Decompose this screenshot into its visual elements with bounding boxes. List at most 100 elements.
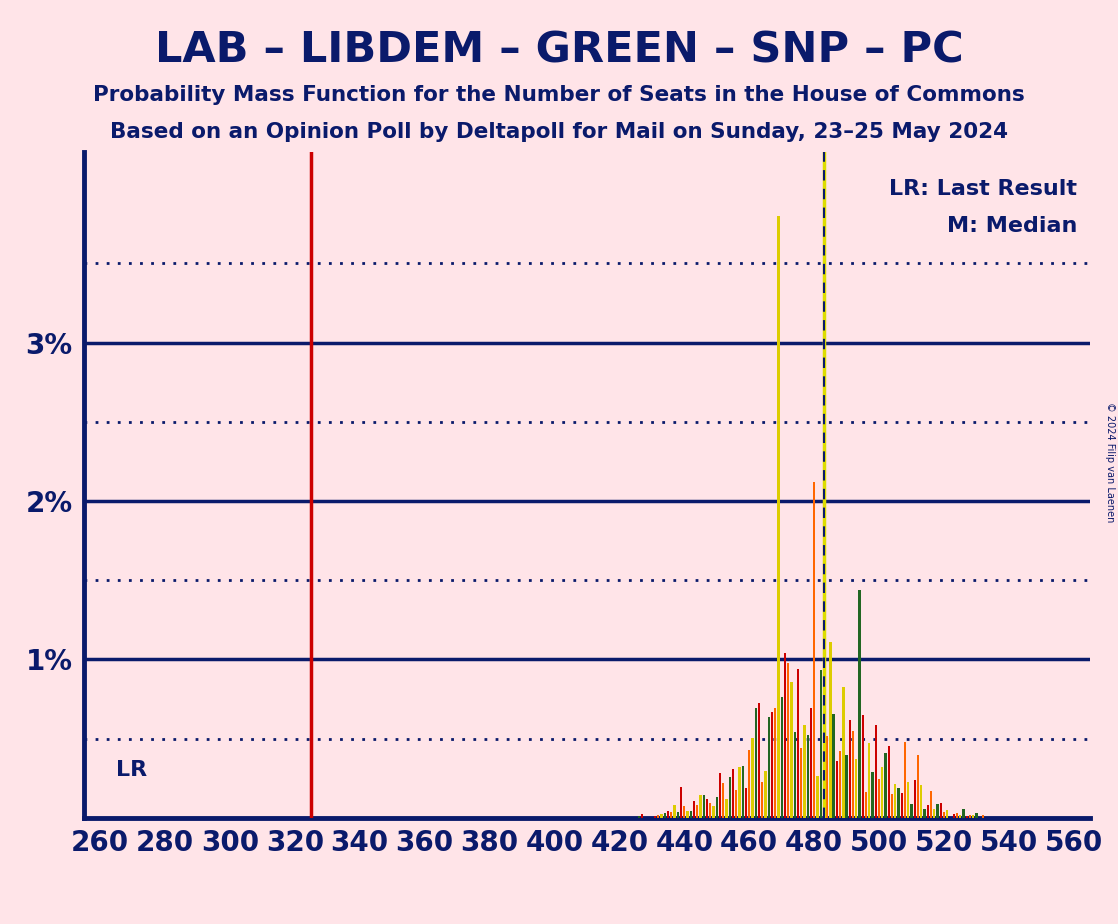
Bar: [888, 746, 890, 818]
Bar: [768, 717, 770, 818]
Bar: [849, 720, 851, 818]
Bar: [738, 767, 740, 818]
Bar: [942, 812, 945, 818]
Bar: [833, 714, 835, 818]
Bar: [741, 766, 743, 818]
Bar: [869, 744, 871, 818]
Bar: [641, 814, 643, 818]
Bar: [913, 780, 916, 818]
Bar: [758, 703, 760, 818]
Bar: [934, 808, 936, 818]
Bar: [966, 816, 968, 818]
Bar: [800, 748, 803, 818]
Bar: [719, 773, 721, 818]
Text: LR: LR: [116, 760, 148, 780]
Bar: [982, 815, 984, 818]
Bar: [842, 687, 844, 818]
Bar: [953, 814, 955, 818]
Bar: [693, 801, 695, 818]
Bar: [794, 733, 796, 818]
Bar: [751, 737, 754, 818]
Bar: [901, 793, 903, 818]
Bar: [755, 708, 757, 818]
Bar: [891, 794, 893, 818]
Bar: [637, 816, 639, 818]
Bar: [774, 709, 776, 818]
Bar: [946, 810, 948, 818]
Bar: [664, 813, 666, 818]
Bar: [894, 784, 897, 818]
Bar: [770, 712, 773, 818]
Bar: [813, 481, 815, 818]
Bar: [910, 804, 912, 818]
Bar: [777, 216, 779, 818]
Bar: [862, 715, 864, 818]
Bar: [917, 755, 919, 818]
Bar: [874, 725, 877, 818]
Bar: [972, 815, 974, 818]
Bar: [819, 670, 822, 818]
Bar: [920, 784, 922, 818]
Text: LAB – LIBDEM – GREEN – SNP – PC: LAB – LIBDEM – GREEN – SNP – PC: [154, 30, 964, 71]
Bar: [657, 815, 660, 818]
Text: LR: Last Result: LR: Last Result: [889, 179, 1077, 199]
Bar: [716, 796, 718, 818]
Bar: [963, 808, 965, 818]
Bar: [855, 759, 858, 818]
Bar: [969, 815, 972, 818]
Bar: [709, 804, 711, 818]
Text: © 2024 Filip van Laenen: © 2024 Filip van Laenen: [1106, 402, 1115, 522]
Bar: [686, 811, 689, 818]
Bar: [859, 590, 861, 818]
Bar: [726, 799, 728, 818]
Bar: [697, 805, 699, 818]
Text: Based on an Opinion Poll by Deltapoll for Mail on Sunday, 23–25 May 2024: Based on an Opinion Poll by Deltapoll fo…: [110, 122, 1008, 142]
Bar: [729, 777, 731, 818]
Bar: [797, 669, 799, 818]
Bar: [826, 736, 828, 818]
Bar: [884, 753, 887, 818]
Bar: [803, 725, 806, 818]
Bar: [748, 749, 750, 818]
Text: M: Median: M: Median: [947, 215, 1077, 236]
Bar: [903, 742, 907, 818]
Bar: [956, 813, 958, 818]
Bar: [690, 811, 692, 818]
Bar: [823, 772, 825, 818]
Bar: [661, 814, 663, 818]
Bar: [780, 698, 783, 818]
Bar: [676, 811, 679, 818]
Bar: [830, 642, 832, 818]
Bar: [670, 812, 673, 818]
Bar: [703, 796, 705, 818]
Bar: [790, 682, 793, 818]
Bar: [765, 771, 767, 818]
Bar: [680, 787, 682, 818]
Bar: [959, 815, 961, 818]
Bar: [930, 791, 932, 818]
Bar: [745, 787, 747, 818]
Bar: [809, 708, 812, 818]
Text: Probability Mass Function for the Number of Seats in the House of Commons: Probability Mass Function for the Number…: [93, 85, 1025, 105]
Bar: [852, 731, 854, 818]
Bar: [845, 755, 847, 818]
Bar: [871, 772, 874, 818]
Bar: [784, 653, 786, 818]
Bar: [705, 798, 708, 818]
Bar: [816, 776, 818, 818]
Bar: [806, 736, 808, 818]
Bar: [898, 788, 900, 818]
Bar: [654, 816, 656, 818]
Bar: [939, 803, 941, 818]
Bar: [712, 807, 714, 818]
Bar: [673, 805, 675, 818]
Bar: [927, 805, 929, 818]
Bar: [975, 813, 977, 818]
Bar: [881, 767, 883, 818]
Bar: [732, 769, 735, 818]
Bar: [937, 804, 939, 818]
Bar: [667, 810, 670, 818]
Bar: [836, 760, 838, 818]
Bar: [838, 751, 841, 818]
Bar: [787, 663, 789, 818]
